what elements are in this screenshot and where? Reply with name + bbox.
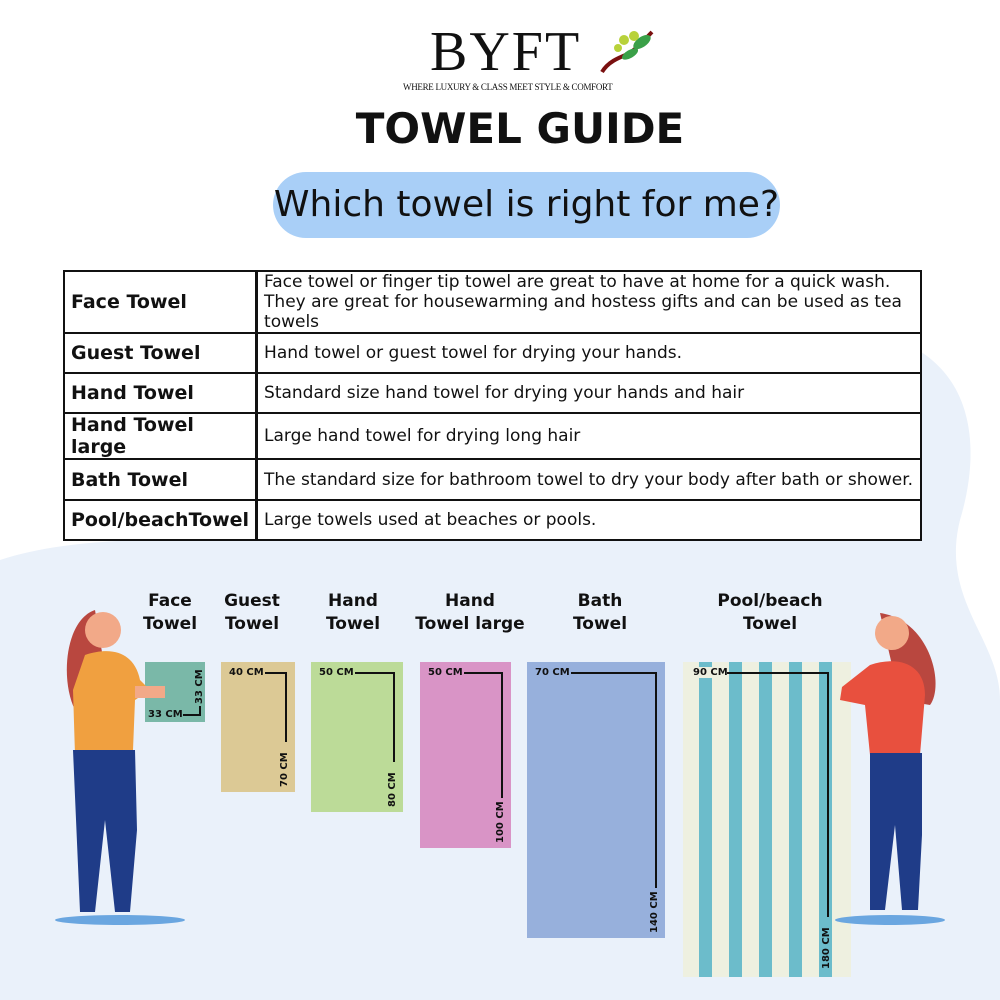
width-label: 50 CM xyxy=(428,667,463,678)
height-label: 33 CM xyxy=(194,669,205,704)
width-label: 50 CM xyxy=(319,667,354,678)
towel-heading: Face Towel xyxy=(143,590,197,636)
row-label: Guest Towel xyxy=(63,332,259,374)
width-label: 90 CM xyxy=(693,667,728,678)
height-label: 70 CM xyxy=(279,752,290,787)
towel-heading: Pool/beach Towel xyxy=(717,590,822,636)
towel-heading: Bath Towel xyxy=(573,590,627,636)
woman-left-illustration xyxy=(55,610,185,925)
row-desc: The standard size for bathroom towel to … xyxy=(255,458,923,501)
stripe xyxy=(699,662,712,977)
heading-line: Pool/beach xyxy=(717,591,823,611)
row-label: Hand Towel large xyxy=(63,412,259,460)
brand-logo: BYFT xyxy=(430,21,582,83)
width-label: 40 CM xyxy=(229,667,264,678)
table-row: Face Towel Face towel or finger tip towel… xyxy=(63,270,923,334)
row-label: Face Towel xyxy=(63,270,259,334)
row-desc: Standard size hand towel for drying your… xyxy=(255,372,923,414)
subtitle-pill: Which towel is right for me? xyxy=(273,172,780,238)
woman-right-illustration xyxy=(835,613,945,925)
row-desc: Large towels used at beaches or pools. xyxy=(255,499,923,541)
heading-line: Towel xyxy=(224,614,280,634)
towel-heading: Guest Towel xyxy=(224,590,280,636)
towel-swatch: 33 CM 33 CM xyxy=(145,662,205,722)
heading-line: Bath xyxy=(577,591,623,611)
table-row: Guest Towel Hand towel or guest towel for… xyxy=(63,332,923,374)
table-row: Hand Towel Standard size hand towel for d… xyxy=(63,372,923,414)
towel-swatch: 40 CM 70 CM xyxy=(221,662,295,792)
height-label: 180 CM xyxy=(821,927,832,969)
towel-table: Face Towel Face towel or finger tip towel… xyxy=(63,270,923,541)
heading-line: Towel large xyxy=(415,614,525,634)
towel-swatch: 50 CM 80 CM xyxy=(311,662,403,812)
row-desc: Face towel or finger tip towel are great… xyxy=(255,270,923,334)
page-title: TOWEL GUIDE xyxy=(355,104,685,153)
heading-line: Towel xyxy=(142,614,198,634)
towel-swatch: 70 CM 140 CM xyxy=(527,662,665,938)
row-desc: Hand towel or guest towel for drying you… xyxy=(255,332,923,374)
leaf-icon xyxy=(600,30,654,74)
stripe xyxy=(729,662,742,977)
towel-heading: Hand Towel large xyxy=(415,590,524,636)
towel-swatch: 90 CM 180 CM xyxy=(683,662,851,977)
heading-line: Towel xyxy=(572,614,628,634)
desc-line: They are great for housewarming and host… xyxy=(264,292,902,332)
heading-line: Hand xyxy=(328,591,378,611)
height-label: 100 CM xyxy=(495,801,506,843)
row-label: Bath Towel xyxy=(63,458,259,501)
brand-tagline: WHERE LUXURY & CLASS MEET STYLE & COMFOR… xyxy=(403,82,613,92)
table-row: Hand Towel large Large hand towel for dry… xyxy=(63,412,923,460)
heading-line: Guest xyxy=(224,591,280,611)
heading-line: Hand xyxy=(445,591,495,611)
width-label: 70 CM xyxy=(535,667,570,678)
row-label: Hand Towel xyxy=(63,372,259,414)
table-row: Pool/beachTowel Large towels used at beac… xyxy=(63,499,923,541)
heading-line: Face xyxy=(148,591,192,611)
towel-swatch: 50 CM 100 CM xyxy=(420,662,511,848)
row-desc: Large hand towel for drying long hair xyxy=(255,412,923,460)
height-label: 80 CM xyxy=(387,772,398,807)
desc-line: Face towel or finger tip towel are great… xyxy=(264,272,891,292)
stripe xyxy=(789,662,802,977)
towel-heading: Hand Towel xyxy=(326,590,380,636)
heading-line: Towel xyxy=(742,614,798,634)
width-label: 33 CM xyxy=(148,709,183,720)
row-label: Pool/beachTowel xyxy=(63,499,259,541)
stripe xyxy=(759,662,772,977)
height-label: 140 CM xyxy=(649,891,660,933)
table-row: Bath Towel The standard size for bathroom… xyxy=(63,458,923,501)
heading-line: Towel xyxy=(325,614,381,634)
